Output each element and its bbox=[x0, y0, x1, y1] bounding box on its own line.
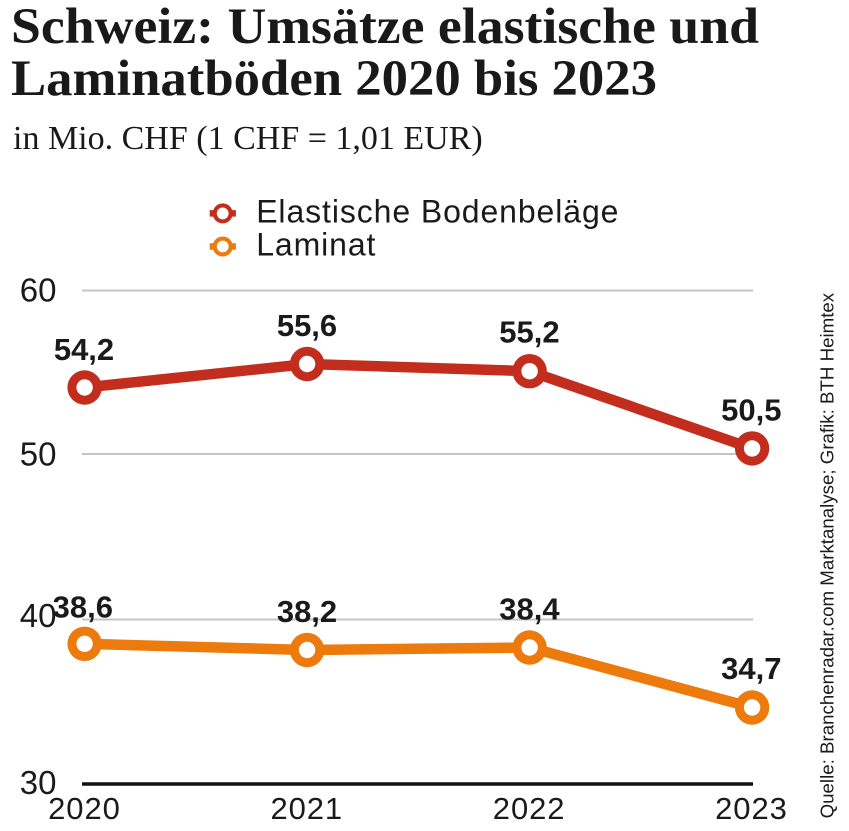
svg-text:55,2: 55,2 bbox=[499, 315, 559, 350]
svg-text:54,2: 54,2 bbox=[54, 332, 114, 367]
svg-text:Laminat: Laminat bbox=[256, 227, 376, 263]
svg-text:60: 60 bbox=[20, 272, 57, 309]
svg-text:34,7: 34,7 bbox=[721, 651, 781, 686]
svg-text:Elastische Bodenbeläge: Elastische Bodenbeläge bbox=[256, 194, 619, 230]
svg-text:38,6: 38,6 bbox=[53, 590, 113, 625]
svg-text:50,5: 50,5 bbox=[721, 393, 781, 428]
svg-text:in Mio. CHF (1 CHF = 1,01 EUR): in Mio. CHF (1 CHF = 1,01 EUR) bbox=[13, 120, 483, 157]
svg-text:2023: 2023 bbox=[715, 791, 788, 826]
svg-text:30: 30 bbox=[20, 764, 57, 801]
svg-text:40: 40 bbox=[20, 597, 57, 634]
svg-text:2020: 2020 bbox=[48, 791, 121, 826]
svg-text:38,2: 38,2 bbox=[277, 594, 337, 629]
svg-text:2021: 2021 bbox=[271, 791, 344, 826]
svg-text:Quelle: Branchenradar.com Mark: Quelle: Branchenradar.com Marktanalyse; … bbox=[817, 292, 838, 818]
svg-text:38,4: 38,4 bbox=[499, 592, 560, 627]
svg-text:Schweiz: Umsätze elastische un: Schweiz: Umsätze elastische und bbox=[11, 0, 759, 55]
svg-text:Laminatböden 2020 bis 2023: Laminatböden 2020 bis 2023 bbox=[11, 51, 657, 107]
svg-text:55,6: 55,6 bbox=[277, 308, 337, 343]
svg-text:2022: 2022 bbox=[493, 791, 566, 826]
svg-text:50: 50 bbox=[20, 436, 57, 473]
